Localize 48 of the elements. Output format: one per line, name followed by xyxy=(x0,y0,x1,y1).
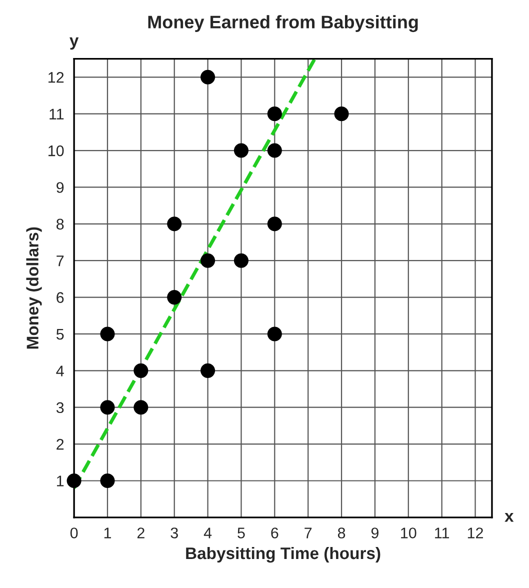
x-axis-title: Babysitting Time (hours) xyxy=(186,546,380,563)
y-tick-label: 2 xyxy=(56,438,64,450)
y-tick-label: 11 xyxy=(50,108,64,120)
point xyxy=(234,253,249,268)
y-tick-label: 5 xyxy=(56,329,64,340)
x-tick-label: 1 xyxy=(104,528,111,538)
text: x xyxy=(504,512,514,522)
point xyxy=(167,216,182,232)
point xyxy=(200,253,216,268)
point xyxy=(200,363,216,378)
y-tick-label: 8 xyxy=(56,218,64,230)
y-tick-label: 10 xyxy=(48,145,64,156)
point xyxy=(100,326,115,342)
point xyxy=(267,106,282,122)
point xyxy=(100,400,115,415)
y-tick-label: 12 xyxy=(48,72,64,83)
point xyxy=(134,363,148,378)
point xyxy=(267,326,282,342)
x-tick-label: 2 xyxy=(137,528,144,538)
point xyxy=(234,143,249,158)
point xyxy=(100,473,115,488)
x-tick-label: 5 xyxy=(238,528,245,538)
x-tick-label: 12 xyxy=(468,528,483,538)
point xyxy=(66,473,82,488)
y-tick-label: 6 xyxy=(56,292,64,303)
x-tick-label: 3 xyxy=(170,528,178,538)
point xyxy=(267,216,282,232)
y-axis-title: Money (dollars) xyxy=(26,227,42,349)
y-tick-label: 1 xyxy=(57,476,64,486)
x-tick-label: 8 xyxy=(338,528,346,538)
x-tick-label: 10 xyxy=(401,528,416,538)
point xyxy=(167,290,182,305)
x-tick-label: 4 xyxy=(204,528,212,538)
x-tick-label: 9 xyxy=(371,528,378,538)
y-tick-label: 9 xyxy=(56,182,64,193)
point xyxy=(200,70,216,84)
y-tick-label: 3 xyxy=(56,402,64,414)
point xyxy=(334,106,349,122)
x-tick-label: 11 xyxy=(435,528,450,538)
point xyxy=(134,400,148,415)
y-tick-label: 4 xyxy=(56,366,64,376)
x-tick-label: 0 xyxy=(70,528,78,538)
chart-title: Money Earned from Babysitting xyxy=(148,15,418,32)
x-tick-label: 7 xyxy=(304,528,312,538)
x-tick-label: 6 xyxy=(271,528,278,538)
y-tick-label: 7 xyxy=(56,256,64,266)
point xyxy=(267,143,282,158)
text: y xyxy=(70,37,79,50)
